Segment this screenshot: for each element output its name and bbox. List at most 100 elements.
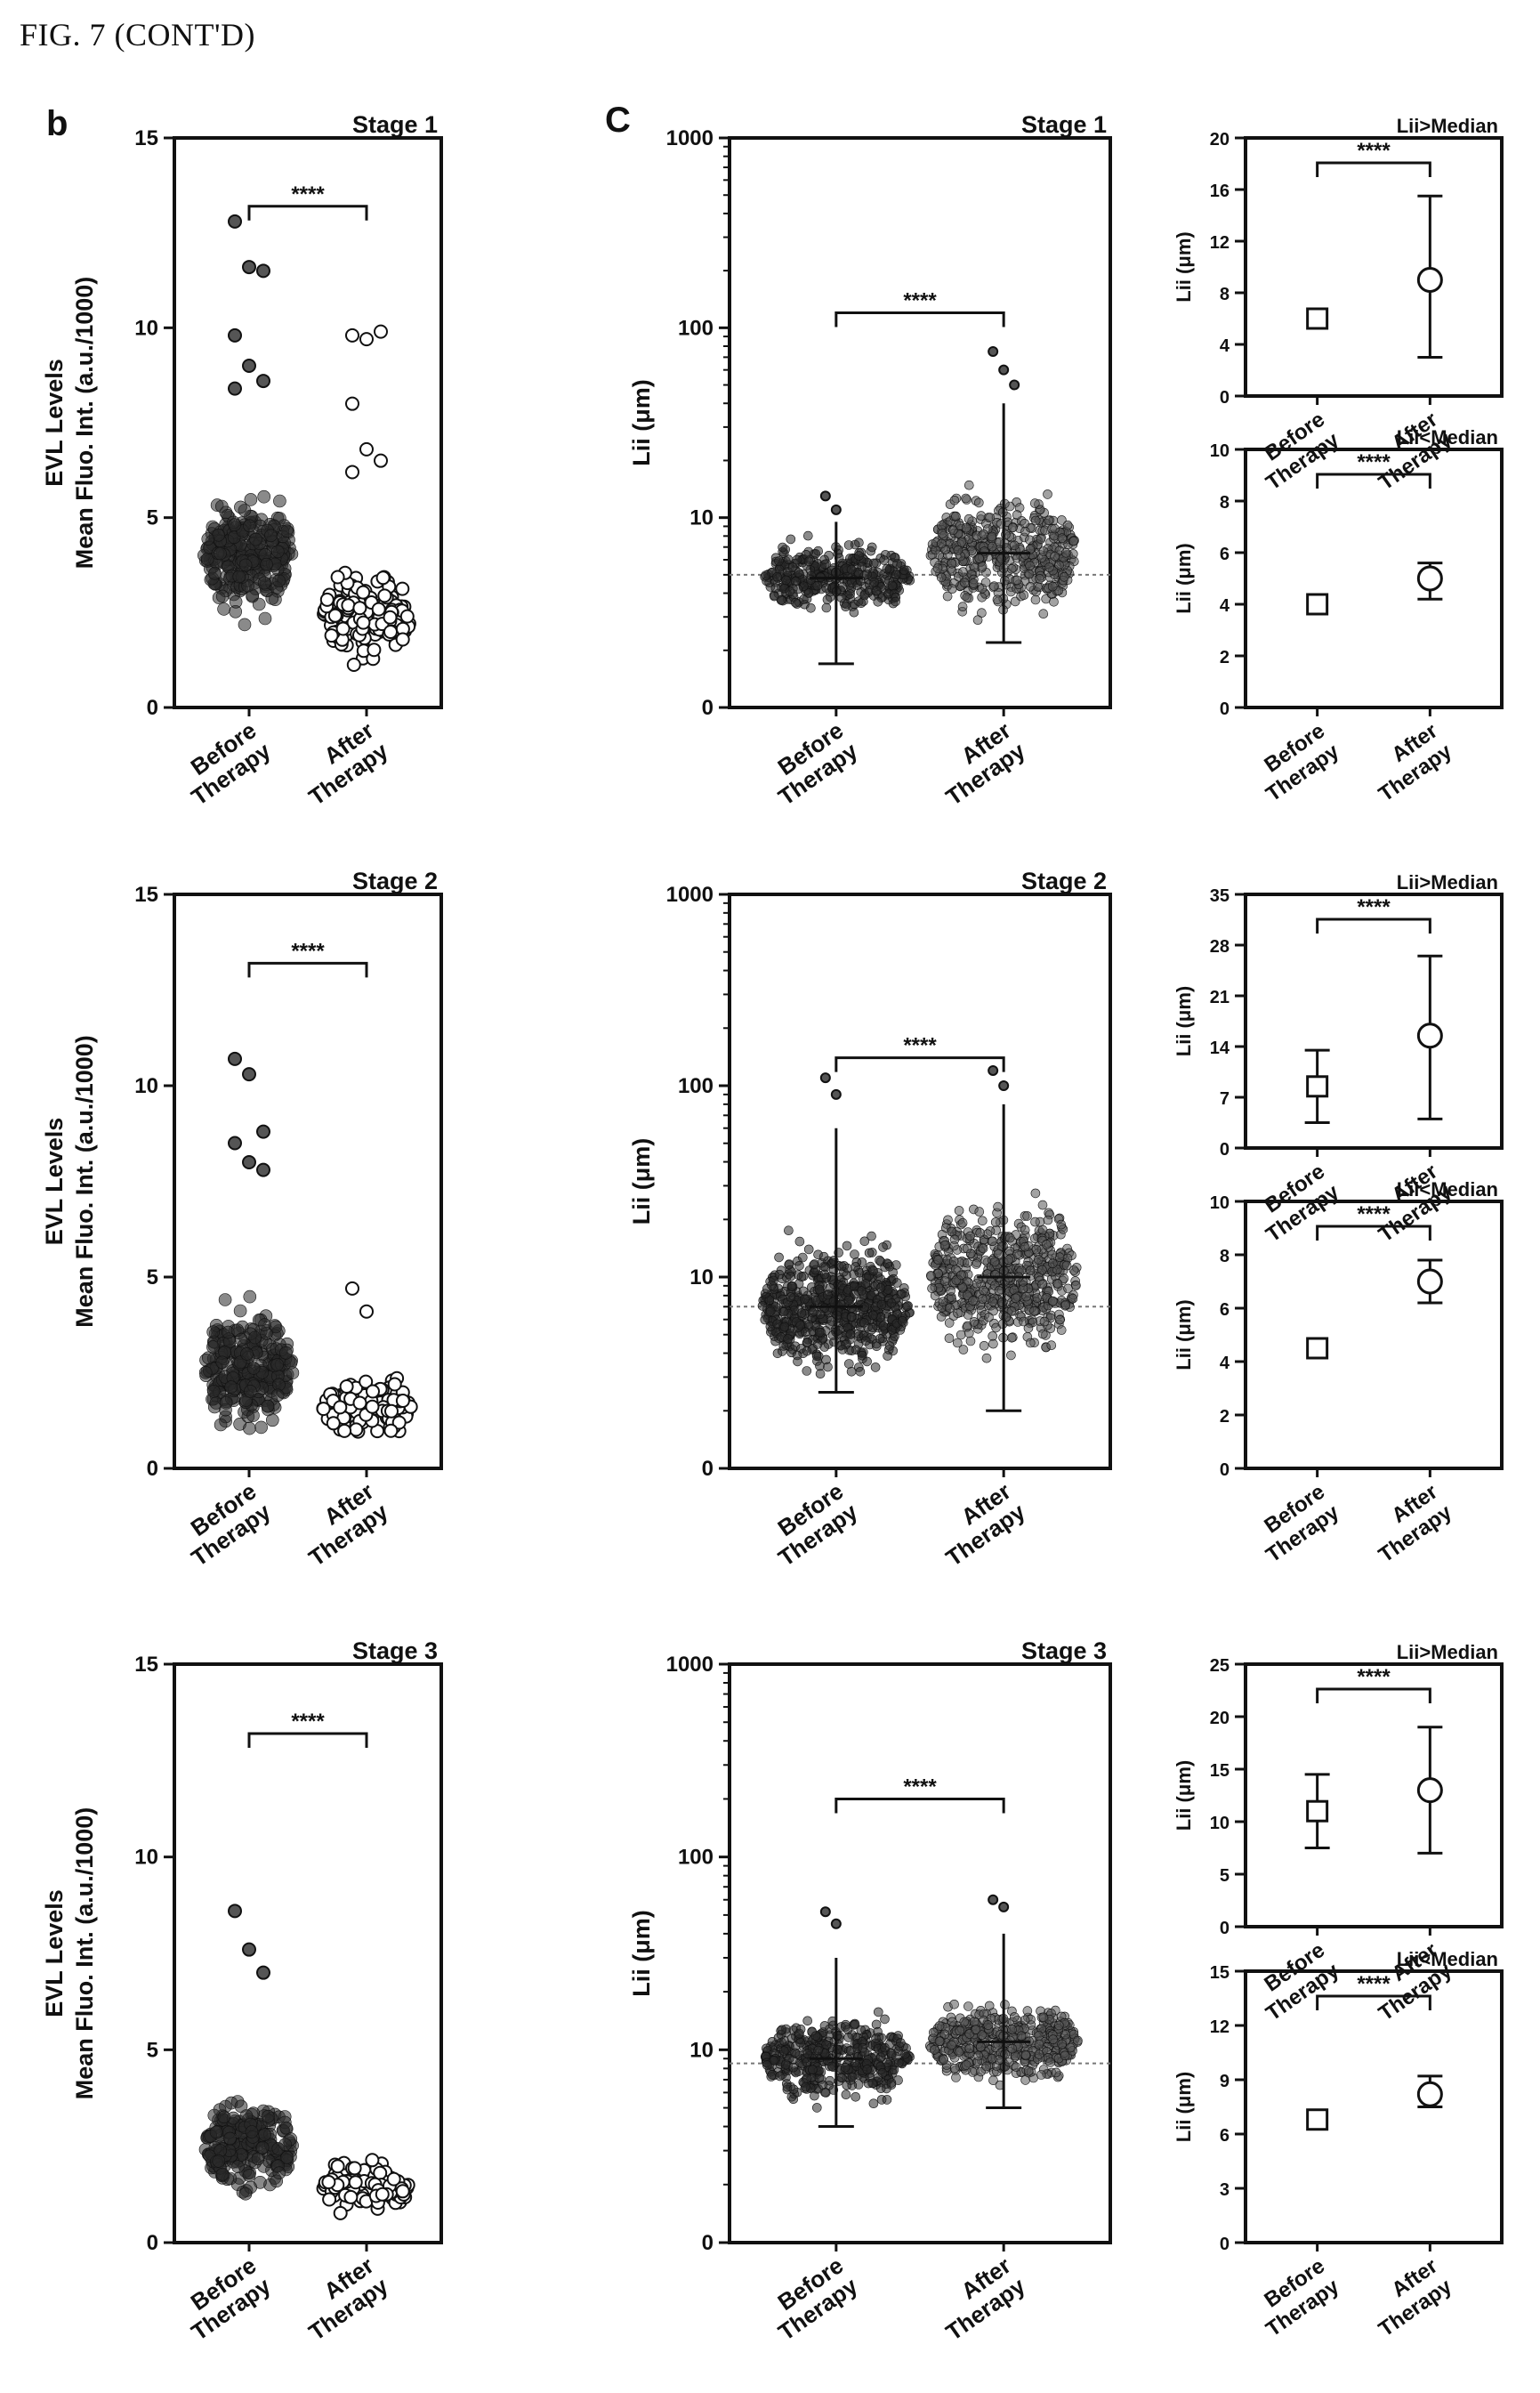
data-point	[1050, 523, 1060, 534]
outlier-point	[998, 1080, 1010, 1091]
series-0	[1306, 307, 1329, 330]
data-point	[943, 1215, 953, 1225]
data-point	[849, 607, 859, 618]
panel-letter-c: C	[605, 101, 631, 140]
data-point	[867, 1322, 878, 1333]
data-point	[228, 518, 242, 532]
data-point	[264, 529, 278, 543]
data-point	[809, 1306, 819, 1316]
data-point	[356, 585, 371, 600]
data-point	[862, 570, 872, 579]
data-point	[1055, 1315, 1065, 1325]
data-point	[795, 2038, 806, 2048]
data-point	[757, 1301, 768, 1311]
y-tick-label: 16	[1210, 182, 1230, 201]
data-point	[801, 2082, 810, 2092]
y-tick-label: 20	[1210, 1709, 1230, 1728]
data-point	[984, 1312, 994, 1322]
data-point	[339, 1379, 354, 1394]
mean-marker	[1416, 1023, 1443, 1049]
data-point	[356, 615, 371, 630]
y-axis-label: Lii (μm)	[628, 379, 655, 466]
data-point	[1020, 518, 1029, 529]
mean-marker	[1416, 1268, 1443, 1295]
y-tick-label: 3	[1220, 2180, 1230, 2200]
data-point	[367, 643, 382, 658]
data-point	[840, 2022, 851, 2032]
chart-title: Stage 2	[1021, 868, 1107, 894]
data-point	[762, 2060, 772, 2070]
significance-label: ****	[903, 1775, 937, 1799]
data-point	[252, 597, 266, 611]
outlier-point	[359, 441, 374, 457]
data-point	[243, 1421, 256, 1435]
series-0	[1306, 1337, 1329, 1360]
data-point	[319, 592, 335, 607]
data-point	[779, 2036, 790, 2046]
data-point	[965, 1231, 975, 1241]
data-point	[1023, 2066, 1034, 2076]
data-point	[1020, 1241, 1030, 1252]
data-point	[1034, 2049, 1044, 2059]
outlier-point	[830, 504, 842, 515]
mean-marker	[1306, 593, 1329, 616]
outlier-point	[345, 465, 359, 480]
data-point	[1056, 1219, 1067, 1230]
data-point	[843, 540, 854, 550]
data-point	[964, 2043, 975, 2054]
data-point	[930, 2045, 939, 2055]
data-point	[883, 2057, 892, 2067]
data-point	[790, 2048, 801, 2058]
data-point	[822, 594, 833, 605]
data-point	[279, 1346, 293, 1360]
series-1	[317, 324, 416, 672]
outlier-point	[988, 1064, 999, 1076]
y-tick-label: 0	[1220, 1919, 1230, 1938]
data-point	[860, 1336, 871, 1346]
data-point	[201, 532, 215, 546]
plot-frame	[1244, 136, 1504, 398]
data-point	[858, 2042, 868, 2053]
y-tick-label: 100	[678, 1074, 714, 1098]
data-point	[219, 1396, 233, 1410]
significance-label: ****	[1357, 1202, 1391, 1226]
data-point	[1010, 2012, 1020, 2022]
data-point	[873, 2007, 883, 2017]
series-1	[1416, 954, 1443, 1120]
data-point	[813, 2045, 823, 2056]
data-point	[939, 2055, 948, 2065]
outlier-point	[830, 1918, 842, 1929]
y-tick-label: 15	[1210, 1963, 1230, 1983]
y-axis-label: Lii (μm)	[1173, 1299, 1195, 1370]
data-point	[769, 1275, 778, 1286]
data-point	[984, 2001, 995, 2011]
data-point	[875, 1283, 886, 1293]
data-point	[1006, 1333, 1017, 1343]
data-point	[324, 628, 339, 643]
data-point	[977, 592, 987, 602]
y-axis-label: EVL Levels Mean Fluo. Int. (a.u./1000)	[41, 277, 98, 570]
data-point	[822, 1289, 833, 1300]
data-point	[257, 489, 271, 504]
significance-label: ****	[1357, 895, 1391, 919]
data-point	[855, 1367, 866, 1377]
data-point	[1036, 534, 1046, 545]
data-point	[802, 1366, 812, 1376]
significance-bracket	[247, 205, 368, 221]
y-tick-label: 35	[1210, 886, 1230, 906]
data-point	[1043, 489, 1052, 499]
data-point	[821, 583, 832, 594]
data-point	[882, 2095, 892, 2105]
outlier-point	[819, 490, 831, 502]
data-point	[1063, 1283, 1073, 1294]
chart-title: Lii<Median	[1397, 426, 1498, 449]
data-point	[316, 1402, 331, 1417]
data-point	[851, 1262, 861, 1272]
data-point	[977, 562, 988, 571]
data-point	[1034, 2039, 1044, 2049]
data-point	[938, 1297, 948, 1306]
outlier-point	[256, 263, 270, 279]
data-point	[383, 1423, 399, 1438]
outlier-point	[345, 1281, 359, 1296]
data-point	[217, 2110, 231, 2124]
